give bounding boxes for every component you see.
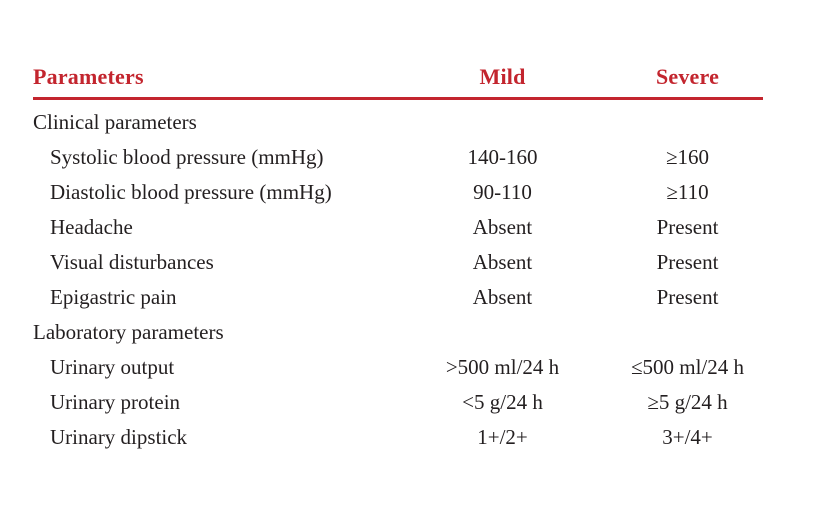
- severe-value: Present: [656, 215, 719, 239]
- table-row: Urinary dipstick 1+/2+ 3+/4+: [33, 420, 763, 455]
- severe-value: Present: [656, 250, 719, 274]
- mild-value: Absent: [472, 285, 533, 309]
- severe-value: ≥110: [666, 180, 709, 204]
- table-row: Systolic blood pressure (mmHg) 140-160 ≥16…: [33, 140, 763, 175]
- severe-value: [612, 315, 763, 350]
- severe-value: ≤500 ml/24 h: [630, 355, 745, 379]
- severe-value: ≥5 g/24 h: [647, 390, 728, 414]
- severe-value: [612, 99, 763, 141]
- table-row: Urinary protein <5 g/24 h ≥5 g/24 h: [33, 385, 763, 420]
- severity-table-container: Parameters Mild Severe Clinical paramete…: [33, 64, 763, 455]
- row-label: Clinical parameters: [33, 110, 197, 134]
- column-header-parameters: Parameters: [33, 64, 393, 100]
- mild-value: Absent: [472, 215, 533, 239]
- table-row: Headache Absent Present: [33, 210, 763, 245]
- mild-value: 90-110: [473, 180, 532, 204]
- row-label: Laboratory parameters: [33, 320, 224, 344]
- header-row: Parameters Mild Severe: [33, 64, 763, 100]
- table-row: Epigastric pain Absent Present: [33, 280, 763, 315]
- column-header-mild: Mild: [393, 64, 612, 100]
- mild-value: [393, 99, 612, 141]
- severe-value: Present: [656, 285, 719, 309]
- mild-value: 1+/2+: [477, 425, 528, 449]
- row-label: Headache: [50, 215, 133, 239]
- row-label: Epigastric pain: [50, 285, 177, 309]
- mild-value: Absent: [472, 250, 533, 274]
- table-row: Visual disturbances Absent Present: [33, 245, 763, 280]
- row-label: Urinary protein: [50, 390, 181, 414]
- row-label: Visual disturbances: [50, 250, 214, 274]
- mild-value: <5 g/24 h: [462, 390, 543, 414]
- mild-value: [393, 315, 612, 350]
- row-label: Systolic blood pressure (mmHg): [50, 145, 324, 169]
- mild-value: 140-160: [467, 145, 538, 169]
- mild-value: >500 ml/24 h: [445, 355, 560, 379]
- severe-value: 3+/4+: [662, 425, 713, 449]
- column-header-severe: Severe: [612, 64, 763, 100]
- section-row: Clinical parameters: [33, 99, 763, 141]
- row-label: Urinary dipstick: [50, 425, 188, 449]
- table-row: Diastolic blood pressure (mmHg) 90-110 ≥11…: [33, 175, 763, 210]
- section-row: Laboratory parameters: [33, 315, 763, 350]
- row-label: Urinary output: [50, 355, 175, 379]
- row-label: Diastolic blood pressure (mmHg): [50, 180, 332, 204]
- severe-value: ≥160: [665, 145, 710, 169]
- table-row: Urinary output >500 ml/24 h ≤500 ml/24 h: [33, 350, 763, 385]
- severity-table: Parameters Mild Severe Clinical paramete…: [33, 64, 763, 455]
- table-body: Clinical parameters Systolic blood pressu…: [33, 99, 763, 456]
